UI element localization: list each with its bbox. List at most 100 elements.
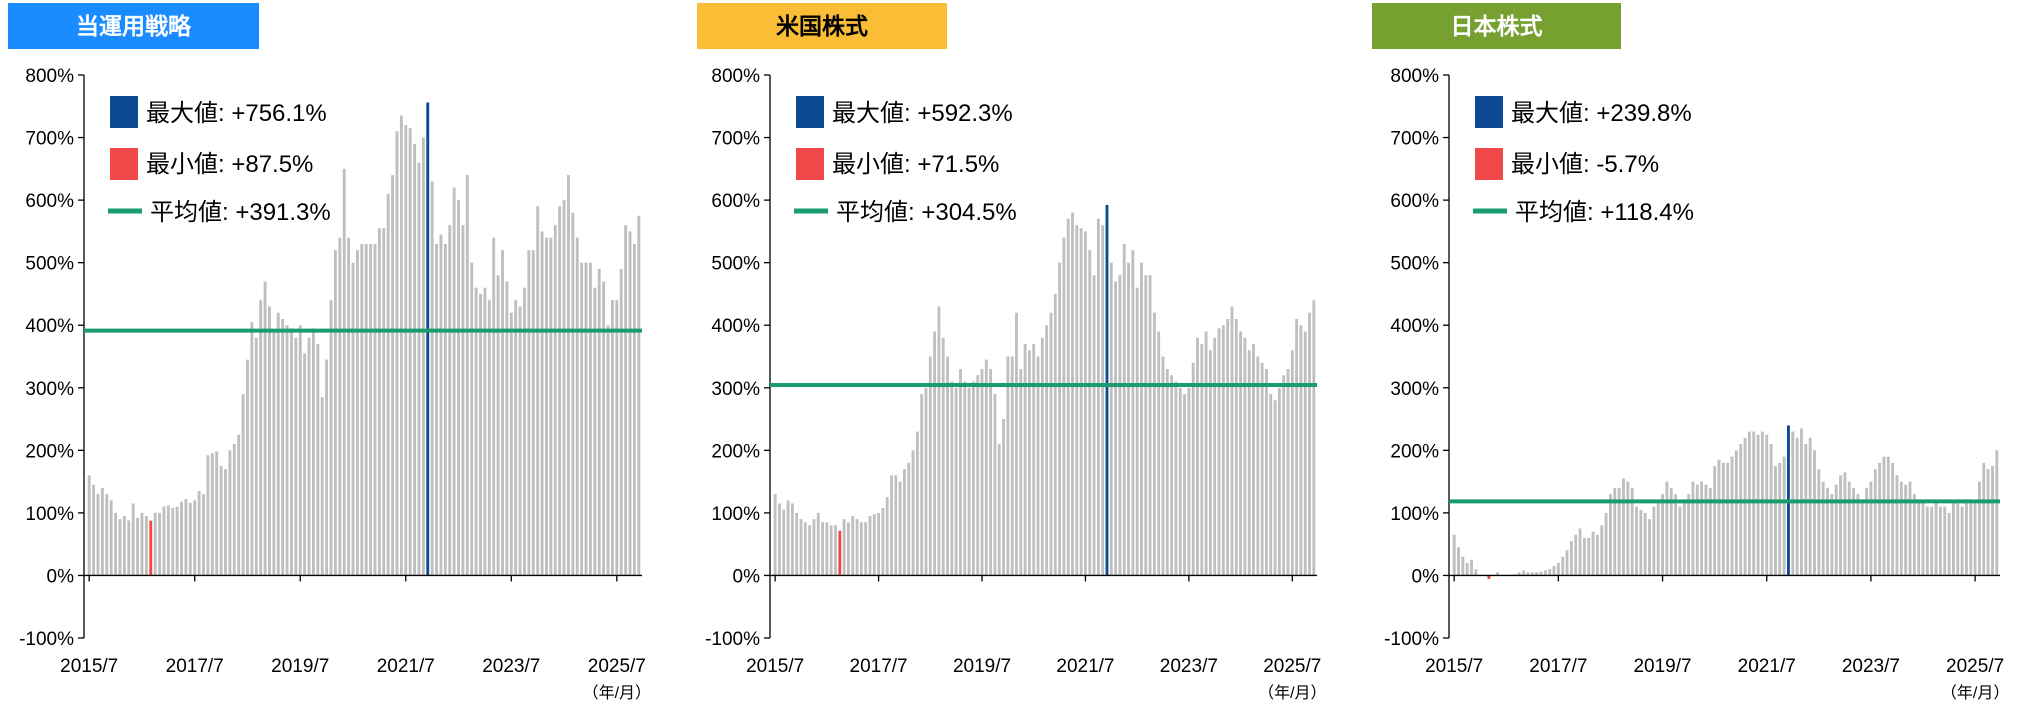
bar [435,243,438,576]
y-tick-label: 300% [1390,379,1439,400]
bar [584,262,588,576]
bar [333,250,337,576]
bar [859,522,863,576]
bar [465,175,469,576]
bar [1127,262,1130,576]
bar [1600,525,1604,576]
bar [864,522,868,576]
bar [628,231,632,576]
bar [1565,550,1569,576]
bar [1782,456,1786,576]
bar [100,487,104,576]
bar [1643,512,1647,576]
bar [1282,375,1286,576]
bar [175,506,179,576]
bar [967,387,971,576]
bar [808,525,812,576]
bar [457,200,460,576]
bar [1747,431,1751,576]
bar [1213,337,1217,576]
bar [1730,456,1734,576]
bar [558,206,562,576]
bar [1023,343,1027,576]
bar [1260,362,1264,576]
bar [1830,494,1834,576]
bar [997,444,1001,576]
bar [855,519,859,576]
bar [1682,500,1686,576]
title-box [697,3,947,49]
bar [1058,262,1062,576]
bar [1183,394,1186,576]
bar [1734,450,1738,576]
bar [1079,228,1083,576]
bar [1656,500,1660,576]
bar [1006,356,1010,576]
bar [540,231,544,576]
bar [1960,506,1964,576]
bar [984,359,988,576]
bar [1174,381,1178,576]
bar [1882,456,1886,576]
bar [1303,331,1307,576]
bar [1921,500,1925,576]
bar [1140,262,1143,576]
bar [1839,475,1842,576]
bar [872,514,876,576]
y-tick-label: 600% [711,191,760,212]
bar [219,465,223,576]
bar [1273,400,1277,576]
bar [263,281,267,576]
bar [1226,318,1230,576]
bar [426,102,430,576]
y-tick-label: 400% [1390,316,1439,337]
bar [1778,462,1782,576]
bar [413,143,417,576]
bar [1934,500,1938,576]
x-tick-label: 2017/7 [850,656,908,677]
x-tick-label: 2025/7 [1263,656,1321,677]
bar [118,519,122,576]
bar [1552,566,1556,576]
bar [351,262,355,576]
bar [210,453,214,576]
bar [87,475,91,576]
bar [171,507,175,576]
bar [610,300,614,576]
y-tick-label: 700% [1390,129,1439,150]
bar [496,275,500,576]
y-tick-label: 0% [47,566,75,587]
bar [131,503,135,576]
bar [1626,481,1630,576]
bar [386,193,390,576]
bar [821,522,824,576]
bar [993,394,997,576]
bar [149,520,153,576]
x-tick-label: 2023/7 [1160,656,1218,677]
bar [1148,275,1152,576]
x-tick-label: 2019/7 [953,656,1011,677]
bar [1661,494,1664,576]
bar [1912,494,1916,576]
bar [1165,369,1169,576]
bar [575,237,579,576]
bar [1027,350,1031,576]
bar [946,356,949,576]
bar [963,381,967,576]
bar [1178,387,1182,576]
bar [1243,337,1247,576]
legend-swatch-min [110,148,138,180]
bar [158,512,161,576]
bar [1569,541,1573,576]
bar [868,516,872,576]
bar [439,234,443,576]
bar [360,243,364,576]
bar [980,369,984,576]
bar [1648,519,1651,576]
bar [404,125,408,576]
bar [549,237,553,576]
bar [1049,312,1053,576]
bar [1470,559,1473,576]
bar [254,337,258,576]
